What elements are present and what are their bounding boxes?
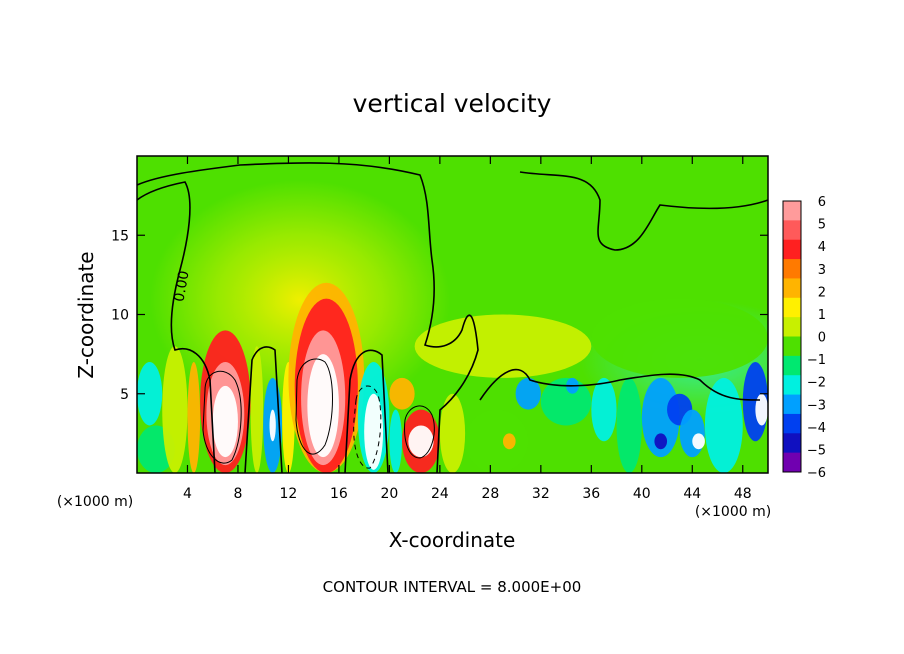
colorbar-tick-label: 6	[818, 195, 826, 210]
colorbar-swatch-8	[783, 355, 801, 376]
colorbar-tick-label: 1	[818, 308, 826, 323]
colorbar-frame	[782, 200, 802, 473]
contour-column-mid	[344, 349, 389, 473]
colorbar-tick-label: 4	[818, 240, 826, 255]
contour-interval-footer: CONTOUR INTERVAL = 8.000E+00	[323, 578, 582, 596]
x-tick-label: 44	[683, 486, 701, 502]
colorbar-tick-label: 2	[818, 285, 826, 300]
velocity-field	[137, 156, 768, 473]
y-axis-ticks: 5 10 15	[111, 228, 768, 403]
contour-label: 0.00	[171, 270, 192, 303]
field-cell-2	[162, 346, 188, 473]
y-axis-label: Z-coordinate	[74, 251, 98, 378]
colorbar-tick-label: −6	[807, 466, 826, 481]
x-axis-ticks: 4 8 12 16 20 24 28 32 36 40 44 48	[183, 156, 752, 502]
field-cell-18	[389, 377, 415, 410]
field-cell-27	[591, 377, 617, 442]
field-cell-16	[364, 393, 384, 470]
colorbar-swatch-7	[783, 336, 801, 357]
field-cell-21	[439, 393, 466, 473]
chart-title: vertical velocity	[353, 89, 552, 118]
field-cell-22	[465, 409, 529, 473]
field-cell-24	[515, 377, 541, 410]
field-cell-20	[408, 425, 434, 458]
x-tick-label: 28	[481, 486, 499, 502]
colorbar-tick-label: 3	[818, 263, 826, 278]
colorbar-swatch-0	[783, 201, 801, 221]
colorbar-tick-label: −5	[807, 443, 826, 458]
colorbar-tick-label: −4	[807, 421, 826, 436]
contour-zero-upper	[137, 162, 479, 473]
colorbar: 6 5 4 3 2 1 0 −1 −2 −3 −4 −5 −6	[782, 195, 826, 481]
contour-inner-left	[202, 370, 242, 464]
contour-zero-east	[519, 171, 768, 251]
field-cell-3	[187, 362, 201, 473]
field-cell-25	[540, 377, 592, 426]
field-cell-7	[250, 346, 264, 473]
contour-lines	[137, 162, 768, 473]
colorbar-swatch-13	[783, 452, 801, 473]
field-cell-29	[641, 377, 680, 458]
colorbar-tick-label: −2	[807, 376, 826, 391]
colorbar-swatch-11	[783, 413, 801, 434]
contour-east-lower	[479, 368, 761, 401]
colorbar-swatch-6	[783, 317, 801, 337]
x-tick-label: 12	[280, 486, 298, 502]
field-cell-28	[616, 377, 642, 473]
field-cell-6	[212, 385, 238, 458]
contour-negative-dashed	[353, 385, 382, 469]
colorbar-swatch-5	[783, 297, 801, 318]
field-cell-33	[692, 433, 705, 450]
y-tick-label: 15	[111, 228, 129, 244]
field-cell-34	[704, 377, 743, 473]
x-tick-label: 8	[233, 486, 242, 502]
field-cell-30	[654, 433, 668, 450]
x-tick-label: 16	[330, 486, 348, 502]
field-cell-14	[307, 354, 339, 458]
x-unit-label: (×1000 m)	[695, 504, 771, 520]
colorbar-swatch-10	[783, 394, 801, 415]
x-tick-label: 32	[532, 486, 550, 502]
colorbar-swatch-4	[783, 278, 801, 299]
field-cell-1	[137, 362, 163, 426]
colorbar-swatch-3	[783, 259, 801, 279]
x-axis-label: X-coordinate	[389, 528, 516, 552]
colorbar-swatch-12	[783, 433, 801, 454]
y-tick-label: 5	[120, 387, 129, 403]
x-tick-label: 24	[431, 486, 449, 502]
colorbar-tick-label: −1	[807, 353, 826, 368]
contour-inner-center	[295, 358, 333, 455]
y-unit-label: (×1000 m)	[57, 494, 133, 510]
x-tick-label: 48	[734, 486, 752, 502]
x-tick-label: 40	[633, 486, 651, 502]
field-cell-9	[269, 409, 276, 442]
contour-column-left	[244, 346, 283, 473]
x-tick-label: 20	[380, 486, 398, 502]
field-cell-32	[679, 409, 705, 458]
colorbar-swatch-2	[783, 239, 801, 260]
field-cell-36	[755, 393, 768, 426]
colorbar-tick-label: 5	[818, 218, 826, 233]
field-cell-17	[389, 409, 403, 473]
field-cell-23	[502, 433, 516, 450]
colorbar-tick-label: 0	[818, 331, 826, 346]
field-cell-38	[414, 314, 592, 378]
x-tick-label: 36	[582, 486, 600, 502]
colorbar-swatch-1	[783, 220, 801, 241]
y-tick-label: 10	[111, 308, 129, 324]
contour-right-lobe	[404, 405, 435, 459]
contour-zero-west	[137, 181, 216, 473]
x-tick-label: 4	[183, 486, 192, 502]
colorbar-tick-label: −3	[807, 398, 826, 413]
colorbar-swatch-9	[783, 375, 801, 396]
field-cell-37	[591, 298, 768, 378]
